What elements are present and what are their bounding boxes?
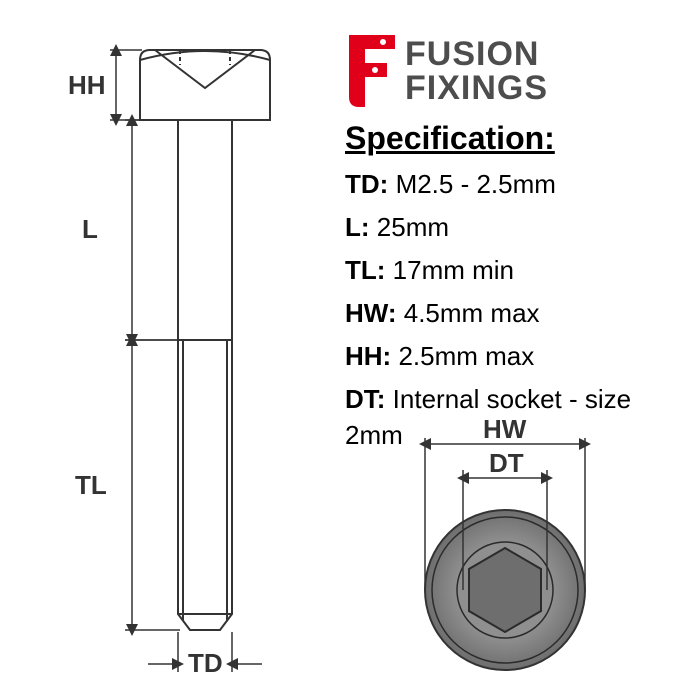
spec-key: HW: bbox=[345, 298, 397, 328]
dim-label-hw: HW bbox=[483, 414, 527, 444]
spec-title: Specification: bbox=[345, 120, 675, 157]
spec-key: HH: bbox=[345, 341, 391, 371]
spec-key: L: bbox=[345, 212, 370, 242]
spec-key: DT: bbox=[345, 384, 385, 414]
spec-val: M2.5 - 2.5mm bbox=[396, 169, 556, 199]
spec-row: TD: M2.5 - 2.5mm bbox=[345, 167, 675, 202]
spec-row: HH: 2.5mm max bbox=[345, 339, 675, 374]
specification-block: Specification: TD: M2.5 - 2.5mm L: 25mm … bbox=[345, 120, 675, 461]
spec-val: 2.5mm max bbox=[398, 341, 534, 371]
dim-label-l: L bbox=[82, 214, 98, 244]
brand-logo: FUSION FIXINGS bbox=[345, 35, 548, 107]
logo-f-icon bbox=[345, 35, 397, 107]
bolt-top-view-diagram: HW DT bbox=[355, 420, 655, 680]
bolt-side-diagram: HH L TL TD bbox=[20, 20, 320, 680]
logo-line1: FUSION bbox=[405, 37, 548, 71]
logo-text: FUSION FIXINGS bbox=[405, 37, 548, 105]
spec-key: TL: bbox=[345, 255, 385, 285]
dim-label-td: TD bbox=[188, 648, 223, 678]
spec-row: L: 25mm bbox=[345, 210, 675, 245]
spec-key: TD: bbox=[345, 169, 388, 199]
spec-row: TL: 17mm min bbox=[345, 253, 675, 288]
spec-val: 25mm bbox=[377, 212, 449, 242]
dim-label-dt: DT bbox=[489, 448, 524, 478]
dim-label-hh: HH bbox=[68, 70, 106, 100]
spec-val: 17mm min bbox=[393, 255, 514, 285]
logo-line2: FIXINGS bbox=[405, 71, 548, 105]
dim-label-tl: TL bbox=[75, 470, 107, 500]
spec-row: HW: 4.5mm max bbox=[345, 296, 675, 331]
spec-val: 4.5mm max bbox=[404, 298, 540, 328]
